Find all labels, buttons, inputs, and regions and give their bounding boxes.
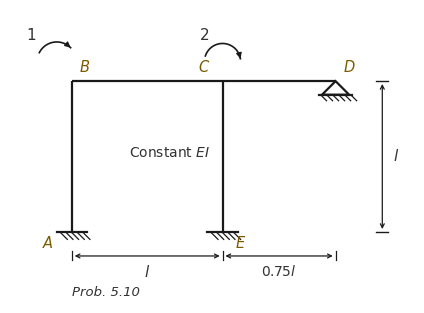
- Text: $l$: $l$: [393, 148, 399, 165]
- Text: 1: 1: [26, 28, 36, 44]
- Text: $E$: $E$: [234, 235, 246, 251]
- Text: $0.75l$: $0.75l$: [261, 264, 297, 279]
- Text: Prob. 5.10: Prob. 5.10: [72, 286, 140, 299]
- Text: $C$: $C$: [198, 59, 210, 75]
- Text: $B$: $B$: [79, 59, 90, 75]
- Text: $l$: $l$: [144, 264, 150, 280]
- Text: Constant $EI$: Constant $EI$: [129, 146, 210, 161]
- Text: $D$: $D$: [343, 59, 356, 75]
- Text: $A$: $A$: [42, 235, 54, 251]
- Text: 2: 2: [200, 28, 209, 44]
